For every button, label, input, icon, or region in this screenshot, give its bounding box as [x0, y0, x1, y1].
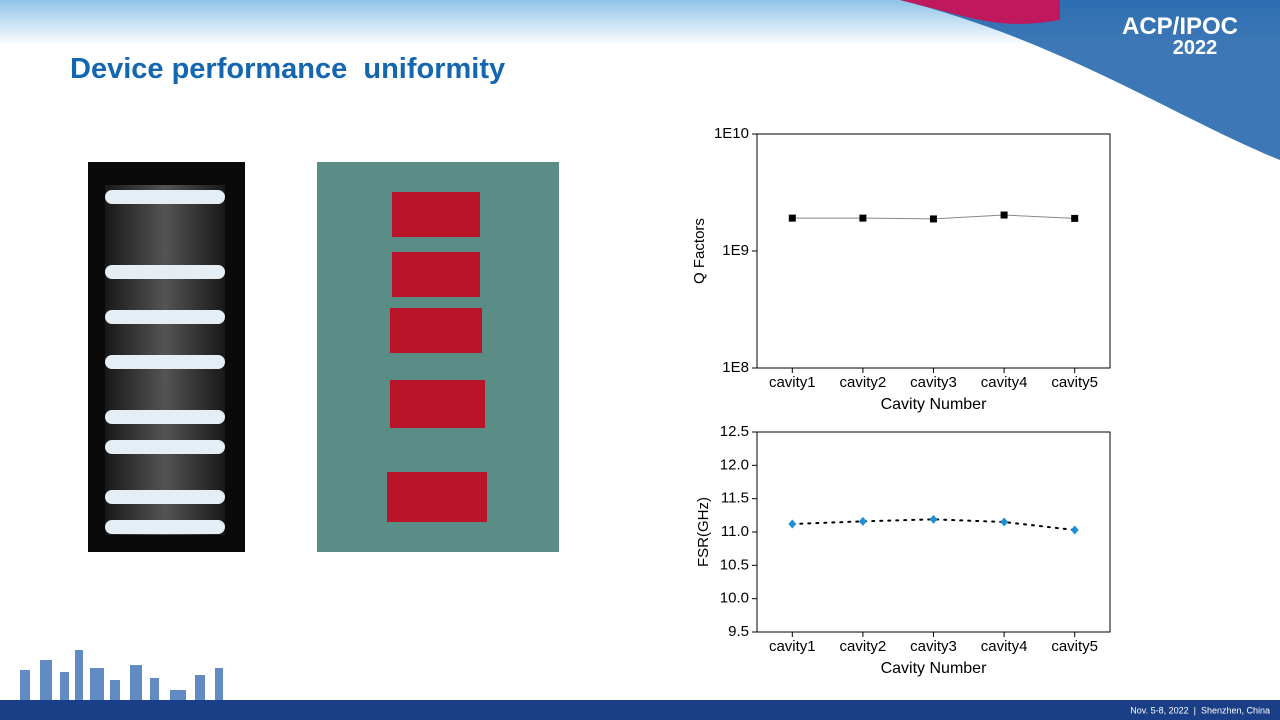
x-tick-label: cavity3 [910, 374, 957, 391]
marker [1000, 211, 1008, 219]
header-swoosh [900, 0, 1280, 160]
plot-frame [756, 431, 1111, 633]
y-tick-label: 11.5 [721, 490, 749, 507]
plot-frame [756, 133, 1111, 369]
header-accent [900, 0, 1060, 24]
marker [1071, 214, 1079, 222]
x-axis-label: Cavity Number [881, 660, 987, 677]
y-tick-label: 10.5 [720, 556, 749, 573]
y-axis-label: FSR(GHz) [695, 497, 712, 567]
series-line [791, 518, 1076, 531]
marker [1000, 517, 1009, 527]
x-tick-label: cavity2 [840, 638, 887, 655]
y-tick-label: 9.5 [728, 623, 749, 640]
y-tick-label: 12.0 [720, 456, 749, 473]
y-tick-label: 12.5 [720, 423, 749, 440]
marker [788, 519, 797, 529]
y-axis-label: Q Factors [691, 218, 708, 284]
marker [859, 214, 867, 222]
logo-name: ACP/IPOC [1122, 13, 1238, 40]
x-tick-label: cavity1 [769, 638, 816, 655]
y-tick-label: 1E8 [722, 359, 749, 376]
x-tick-label: cavity4 [981, 638, 1028, 655]
x-tick-label: cavity5 [1051, 374, 1098, 391]
device-boxes [387, 192, 487, 522]
resonator-rings [105, 185, 225, 535]
footer-text: Nov. 5-8, 2022 | Shenzhen, China [1130, 705, 1270, 715]
y-tick-label: 1E10 [714, 125, 749, 142]
x-tick-label: cavity1 [769, 374, 816, 391]
x-tick-label: cavity5 [1051, 638, 1098, 655]
marker [929, 514, 938, 524]
y-tick-label: 10.0 [720, 590, 749, 607]
slide-title: Device performance uniformity [70, 53, 505, 85]
x-tick-label: cavity4 [981, 374, 1028, 391]
x-tick-label: cavity2 [840, 374, 887, 391]
marker [1070, 525, 1079, 535]
marker [788, 214, 796, 222]
marker [930, 215, 937, 223]
footer-band [0, 700, 1280, 720]
skyline [20, 650, 223, 710]
logo-year: 2022 [1173, 37, 1218, 59]
x-axis-label: Cavity Number [881, 396, 987, 413]
y-tick-label: 1E9 [722, 242, 749, 259]
y-tick-label: 11.0 [721, 523, 749, 540]
marker [858, 516, 867, 526]
x-tick-label: cavity3 [910, 638, 957, 655]
